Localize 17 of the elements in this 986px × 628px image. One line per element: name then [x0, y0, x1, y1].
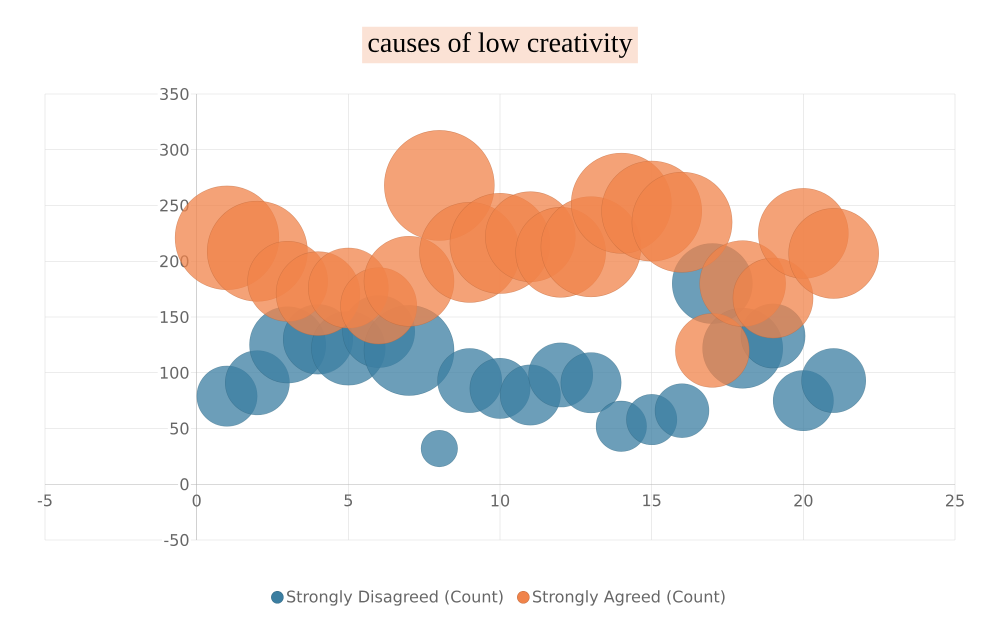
legend-label: Strongly Agreed (Count): [533, 590, 725, 606]
y-tick-label: 0: [180, 478, 188, 490]
x-tick-label: 10: [492, 494, 510, 507]
x-tick-label: 0: [192, 494, 201, 507]
y-tick-label: 300: [160, 144, 188, 156]
y-tick-label: 150: [160, 310, 188, 324]
y-tick-label: -50: [164, 534, 188, 546]
y-tick-label: 100: [160, 366, 188, 379]
x-tick-label: 15: [643, 494, 660, 506]
chart-title: causes of low creativity: [368, 32, 632, 58]
legend-label: Strongly Disagreed (Count): [287, 590, 503, 606]
y-tick-label: 350: [160, 88, 188, 100]
x-tick-label: 25: [946, 494, 964, 507]
x-tick-label: -5: [38, 494, 52, 506]
x-tick-label: 5: [344, 494, 352, 506]
x-tick-label: 20: [794, 494, 812, 507]
y-tick-label: 50: [170, 422, 188, 435]
